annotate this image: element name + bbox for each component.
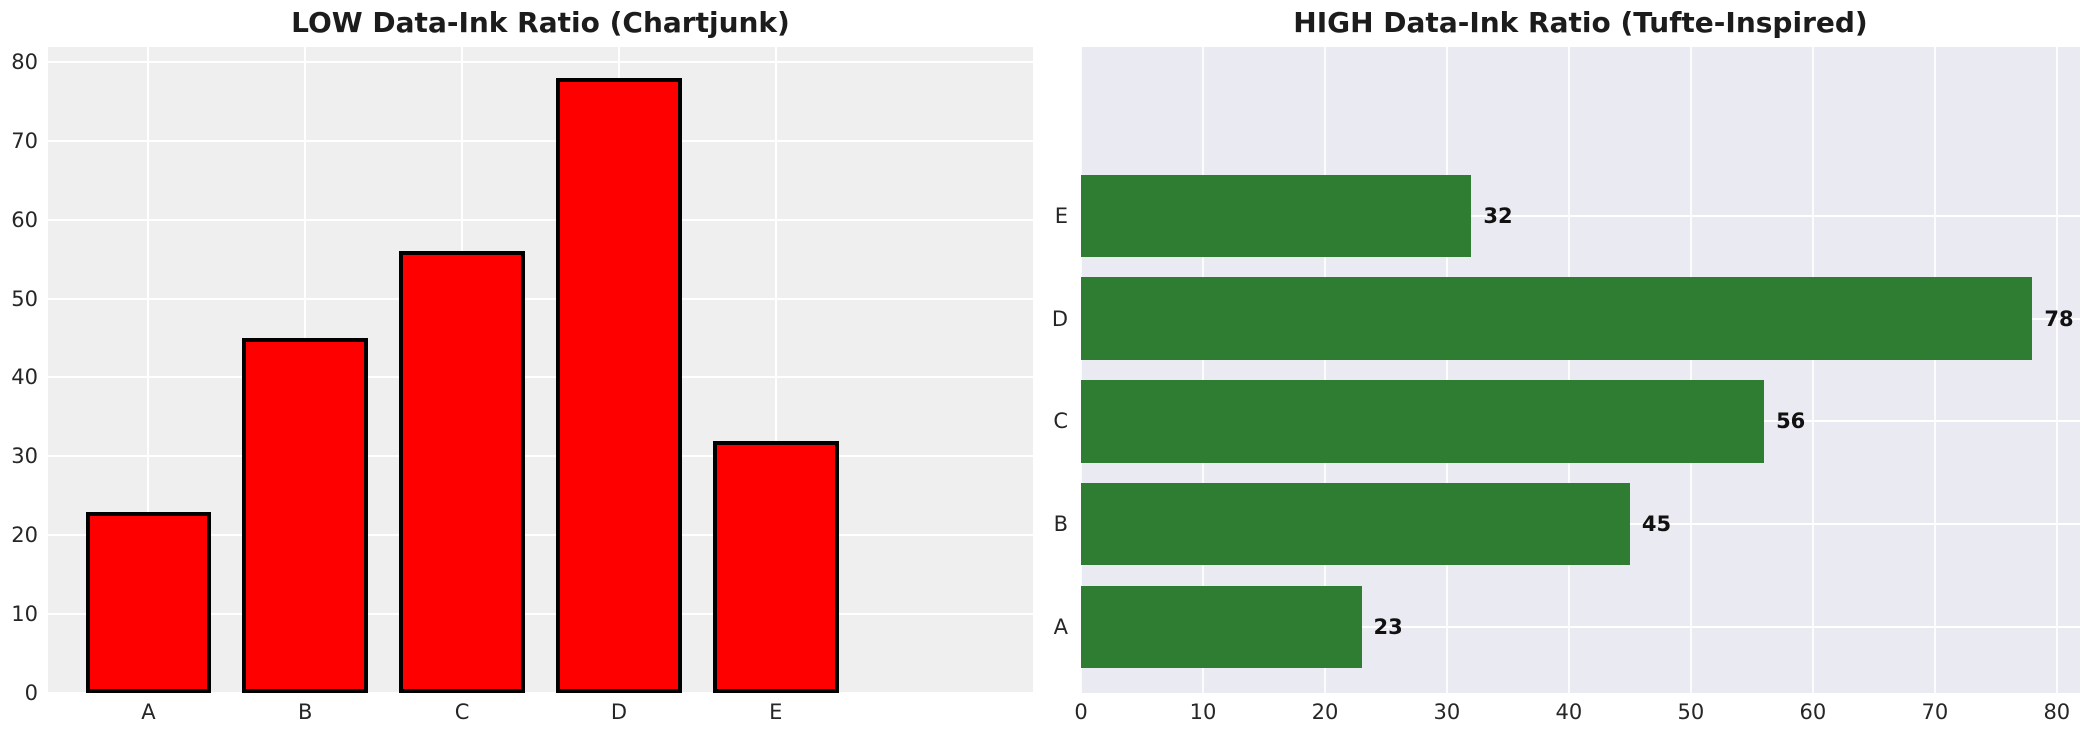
gridline-vertical — [774, 47, 777, 693]
bar-value-label: 23 — [1373, 615, 1403, 640]
gridline-vertical — [1201, 47, 1204, 693]
y-category-label: D — [1051, 306, 1068, 331]
y-category-label: A — [1053, 615, 1068, 640]
x-tick-label: A — [141, 700, 156, 724]
x-tick-label: B — [298, 700, 313, 724]
y-tick-label: 70 — [11, 128, 38, 153]
y-category-label: E — [1054, 203, 1068, 228]
gridline-horizontal — [48, 60, 1033, 63]
x-tick-label: 20 — [1311, 700, 1339, 724]
x-tick-label: E — [769, 700, 783, 724]
bar-category-E — [1081, 174, 1472, 257]
y-tick-label: 0 — [24, 681, 38, 705]
x-tick-label: D — [610, 700, 627, 724]
gridline-horizontal — [48, 376, 1033, 379]
x-tick-label: 30 — [1433, 700, 1461, 724]
y-tick-label: 10 — [11, 602, 38, 627]
gridline-vertical — [1080, 47, 1082, 693]
plot-area-tufte — [1081, 47, 2080, 693]
gridline-vertical — [1323, 47, 1326, 693]
x-tick-label: 10 — [1189, 700, 1217, 724]
gridline-horizontal — [48, 297, 1033, 300]
bar-category-E — [713, 440, 839, 693]
bar-value-label: 78 — [2044, 306, 2074, 331]
y-category-label: B — [1053, 512, 1068, 537]
y-category-label: C — [1053, 409, 1068, 434]
bar-category-A — [1081, 586, 1362, 669]
gridline-vertical — [147, 47, 150, 693]
plot-area-chartjunk — [48, 47, 1033, 693]
bar-category-D — [556, 77, 682, 693]
bar-value-label: 56 — [1776, 409, 1806, 434]
y-tick-label: 20 — [11, 523, 38, 548]
y-tick-label: 60 — [11, 207, 38, 232]
gridline-horizontal — [48, 218, 1033, 221]
x-tick-label: C — [454, 700, 470, 724]
x-tick-label: 60 — [1799, 700, 1827, 724]
x-tick-label: 80 — [2043, 700, 2071, 724]
gridline-vertical — [1933, 47, 1936, 693]
gridline-vertical — [2055, 47, 2058, 693]
bar-category-A — [85, 511, 212, 693]
chart-title-tufte: HIGH Data-Ink Ratio (Tufte-Inspired) — [1293, 6, 1868, 39]
gridline-horizontal — [48, 613, 1033, 616]
bar-category-D — [1081, 277, 2033, 360]
bar-category-C — [1081, 380, 1765, 463]
y-tick-label: 40 — [11, 365, 38, 390]
x-tick-label: 70 — [1921, 700, 1949, 724]
x-tick-label: 40 — [1555, 700, 1583, 724]
y-tick-label: 30 — [11, 444, 38, 469]
bar-value-label: 32 — [1483, 203, 1513, 228]
gridline-vertical — [1811, 47, 1814, 693]
y-tick-label: 80 — [11, 49, 38, 74]
x-tick-label: 0 — [1074, 700, 1088, 724]
gridline-horizontal — [1081, 626, 2080, 629]
gridline-horizontal — [1081, 214, 2080, 217]
bar-category-B — [1081, 483, 1630, 566]
bar-category-B — [242, 338, 368, 693]
y-tick-label: 50 — [11, 286, 38, 311]
bar-category-C — [399, 251, 525, 693]
x-tick-label: 50 — [1677, 700, 1705, 724]
gridline-horizontal — [48, 139, 1033, 142]
gridline-vertical — [1445, 47, 1448, 693]
gridline-horizontal — [48, 534, 1033, 537]
gridline-vertical — [1567, 47, 1570, 693]
gridline-horizontal — [48, 455, 1033, 458]
bar-value-label: 45 — [1641, 512, 1672, 537]
chart-title-chartjunk: LOW Data-Ink Ratio (Chartjunk) — [291, 6, 790, 39]
gridline-horizontal — [48, 692, 1033, 694]
gridline-vertical — [1689, 47, 1692, 693]
